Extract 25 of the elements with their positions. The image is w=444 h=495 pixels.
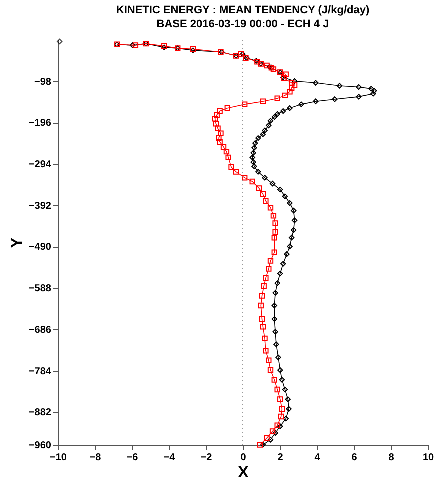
y-tick-label: −882	[28, 408, 52, 419]
x-tick-label: −6	[126, 452, 139, 464]
x-tick-label: −4	[164, 452, 176, 464]
x-tick-label: 0	[240, 452, 247, 464]
chart-subtitle: BASE 2016-03-19 00:00 - ECH 4 J	[156, 18, 330, 30]
y-tick-label: −490	[28, 242, 52, 254]
y-tick-label: −686	[28, 324, 52, 336]
chart-title: KINETIC ENERGY : MEAN TENDENCY (J/kg/day)	[116, 4, 370, 16]
y-axis-title: Y	[8, 237, 26, 248]
x-tick-label: −8	[90, 452, 102, 464]
y-tick-label: −784	[28, 366, 52, 378]
x-tick-label: −2	[200, 452, 213, 464]
y-tick-label: −294	[28, 160, 52, 171]
x-tick-label: 6	[352, 452, 358, 464]
x-tick-label: −10	[50, 452, 68, 464]
x-tick-label: 10	[422, 452, 434, 464]
y-tick-label: −392	[28, 200, 52, 212]
y-tick-label: −98	[34, 76, 52, 88]
y-tick-label: −588	[28, 284, 52, 295]
x-tick-label: 4	[314, 452, 321, 464]
y-tick-label: −960	[28, 440, 52, 452]
x-axis-title: X	[238, 464, 250, 482]
y-tick-label: −196	[28, 118, 52, 130]
x-tick-label: 8	[388, 452, 395, 464]
x-tick-label: 2	[278, 452, 284, 464]
